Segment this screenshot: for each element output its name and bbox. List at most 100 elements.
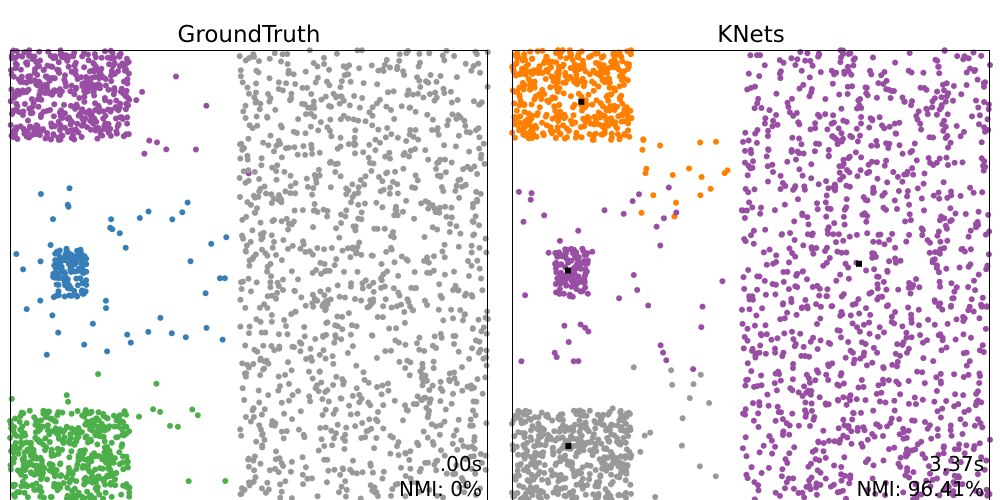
data-point	[382, 153, 389, 160]
data-point	[374, 384, 380, 390]
data-point	[945, 162, 951, 168]
data-point	[421, 234, 428, 240]
data-point	[471, 163, 478, 170]
data-point	[317, 259, 324, 266]
data-point	[119, 459, 126, 466]
data-point	[365, 379, 372, 386]
data-point	[698, 174, 705, 180]
data-point	[437, 378, 444, 385]
data-point	[897, 391, 904, 398]
data-point	[316, 172, 323, 179]
data-point	[329, 353, 336, 360]
data-point	[402, 493, 409, 500]
data-point	[796, 166, 803, 173]
data-point	[459, 387, 466, 394]
data-point	[480, 140, 487, 147]
data-point	[516, 91, 523, 98]
data-point	[823, 178, 830, 185]
data-point	[903, 329, 910, 336]
data-point	[936, 278, 943, 285]
data-point	[460, 317, 466, 324]
data-point	[189, 406, 196, 413]
data-point	[608, 431, 615, 438]
data-point	[307, 345, 314, 352]
data-point	[567, 65, 574, 71]
data-point	[476, 244, 483, 251]
data-point	[451, 375, 458, 382]
data-point	[483, 330, 490, 337]
data-point	[78, 268, 85, 275]
data-point	[757, 342, 764, 349]
data-point	[772, 291, 779, 298]
data-point	[457, 230, 464, 237]
data-point	[528, 437, 535, 443]
data-point	[336, 293, 343, 300]
data-point	[265, 392, 272, 399]
data-point	[478, 328, 485, 335]
data-point	[763, 261, 770, 268]
data-point	[340, 112, 347, 119]
data-point	[247, 418, 254, 425]
data-point	[369, 122, 376, 129]
data-point	[453, 182, 460, 189]
data-point	[943, 344, 950, 351]
data-point	[436, 204, 443, 211]
data-point	[840, 117, 847, 124]
data-point	[58, 132, 65, 139]
data-point	[420, 428, 427, 435]
data-point	[263, 190, 269, 197]
data-point	[875, 231, 882, 238]
data-point	[378, 284, 384, 291]
data-point	[565, 257, 572, 264]
data-point	[36, 48, 43, 55]
data-point	[881, 162, 888, 169]
data-point	[29, 109, 36, 116]
data-point	[747, 52, 754, 59]
data-point	[337, 395, 344, 402]
data-point	[470, 219, 477, 225]
data-point	[834, 489, 841, 496]
data-point	[520, 218, 527, 225]
data-point	[417, 84, 424, 90]
data-point	[86, 109, 93, 116]
data-point	[820, 448, 827, 455]
data-point	[524, 448, 531, 454]
data-point	[579, 107, 585, 114]
data-point	[268, 273, 275, 280]
data-point	[398, 464, 404, 471]
data-point	[327, 158, 334, 165]
data-point	[264, 479, 271, 486]
data-point	[432, 89, 439, 96]
data-point	[452, 333, 459, 339]
data-point	[251, 467, 258, 474]
data-point	[529, 55, 536, 62]
data-point	[615, 463, 622, 470]
data-point	[330, 90, 337, 97]
data-point	[600, 411, 607, 418]
data-point	[421, 258, 428, 264]
data-point	[448, 306, 455, 313]
data-point	[368, 425, 375, 432]
data-point	[38, 96, 45, 103]
data-point	[387, 64, 393, 71]
data-point	[125, 70, 132, 77]
data-point	[742, 129, 749, 136]
data-point	[14, 489, 21, 496]
data-point	[801, 494, 808, 500]
data-point	[288, 495, 295, 500]
data-point	[44, 410, 51, 417]
data-point	[447, 88, 454, 95]
data-point	[85, 439, 91, 446]
data-point	[975, 271, 982, 278]
data-point	[967, 261, 974, 268]
data-point	[562, 79, 569, 86]
data-point	[556, 290, 563, 297]
data-point	[384, 268, 391, 275]
data-point	[342, 493, 349, 500]
data-point	[61, 101, 67, 108]
data-point	[840, 380, 847, 387]
data-point	[844, 83, 851, 90]
data-point	[351, 134, 358, 141]
data-point	[919, 451, 926, 458]
data-point	[440, 494, 446, 500]
